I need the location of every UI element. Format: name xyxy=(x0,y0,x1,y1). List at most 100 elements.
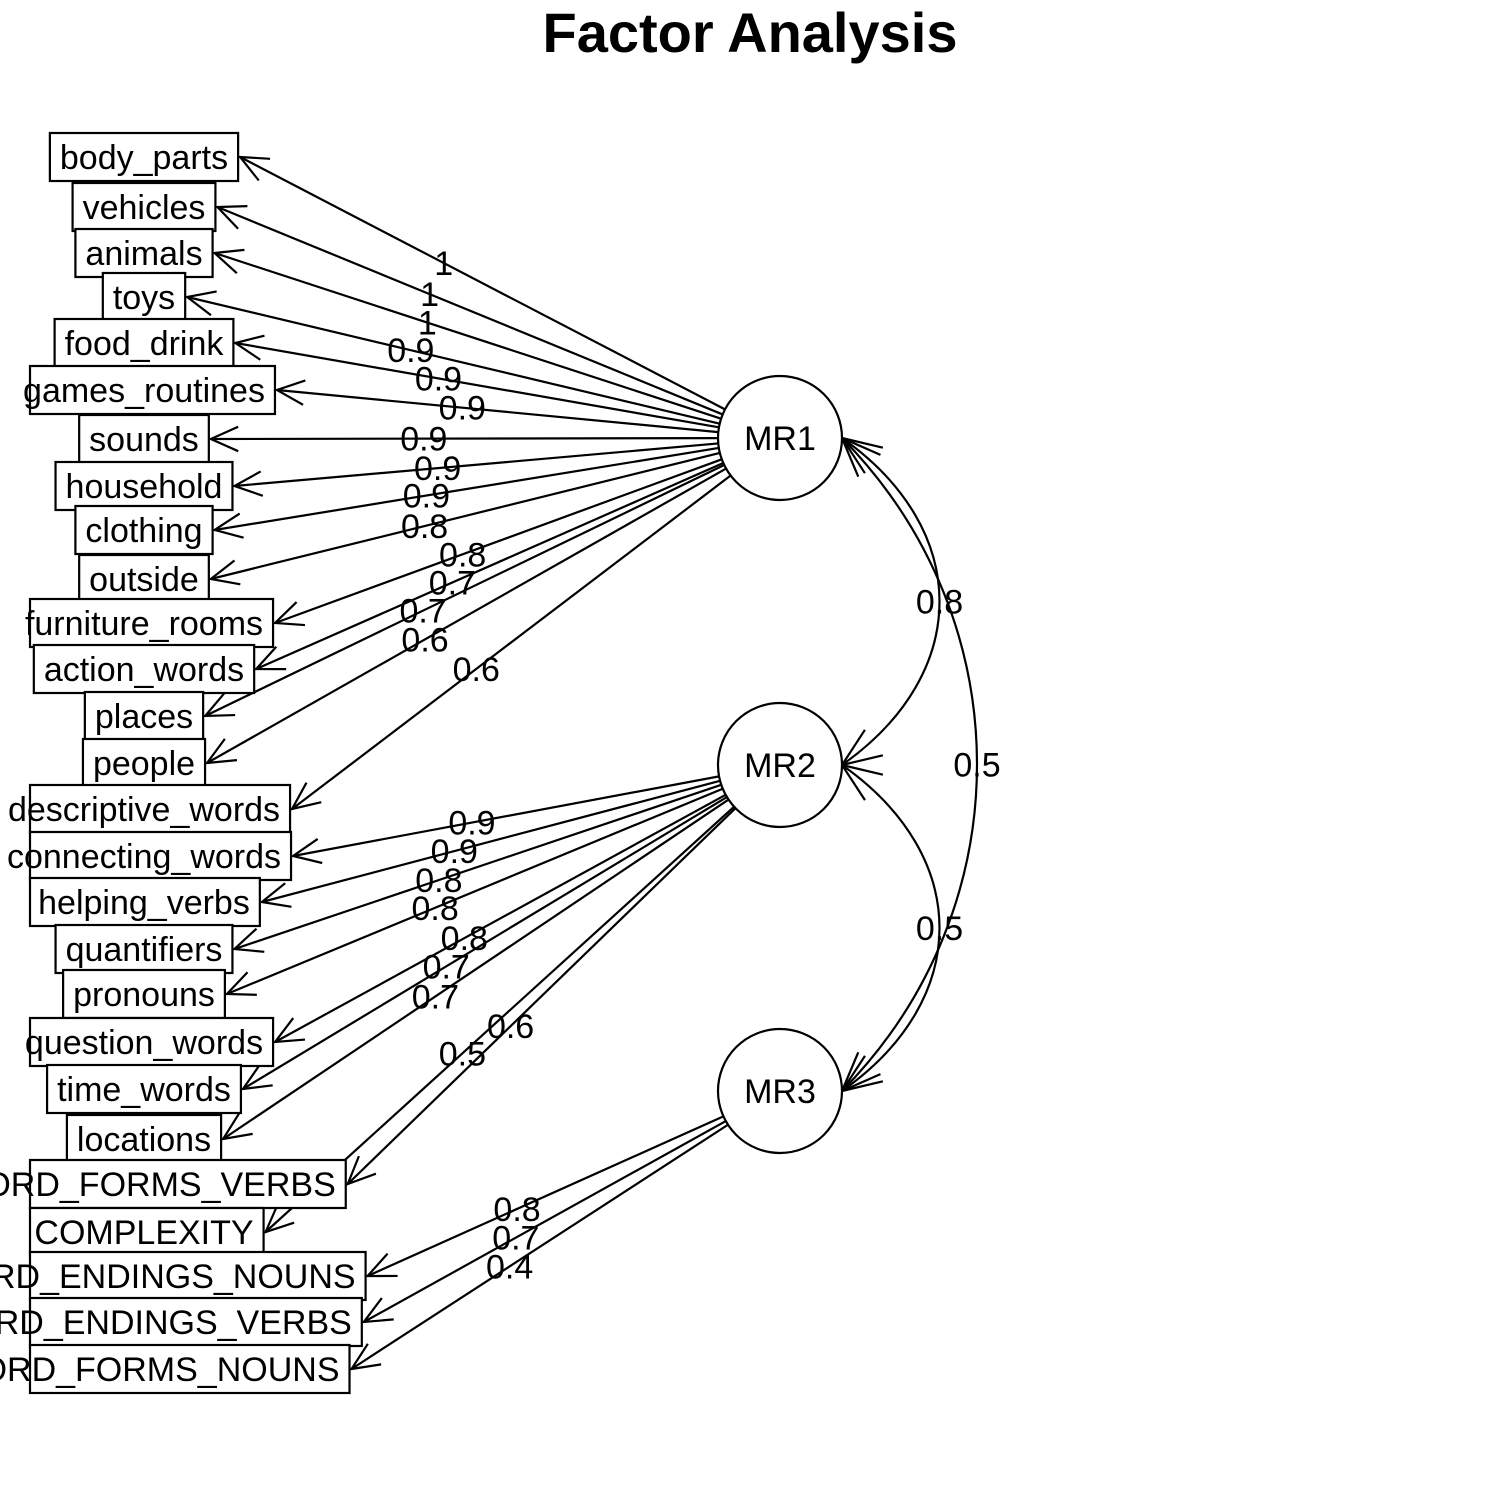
variable-label-word-forms-nouns: WORD_FORMS_NOUNS xyxy=(0,1351,340,1389)
correlation-mr2-mr3-curve xyxy=(841,764,941,1092)
loading-arrowhead-furniture-rooms xyxy=(272,601,306,627)
loading-arrowhead-connecting-words xyxy=(290,838,323,865)
variable-label-action-words: action_words xyxy=(44,651,244,689)
loading-arrow-action-words xyxy=(255,462,724,671)
loading-value-vehicles: 1 xyxy=(420,276,439,314)
loading-value-animals: 1 xyxy=(418,305,437,343)
variable-label-quantifiers: quantifiers xyxy=(66,931,223,969)
variable-box-helping-verbs xyxy=(28,876,261,928)
variable-box-quantifiers xyxy=(54,923,234,975)
variable-label-food-drink: food_drink xyxy=(65,325,225,363)
loading-arrowhead-people xyxy=(204,738,238,765)
loading-value-word-forms-verbs: 0.6 xyxy=(487,1008,534,1046)
loading-arrow-furniture-rooms xyxy=(274,458,723,625)
factor-label-mr1: MR1 xyxy=(744,420,816,458)
variable-box-household xyxy=(54,460,234,512)
variable-box-complexity xyxy=(28,1206,265,1258)
loading-value-household: 0.9 xyxy=(414,450,461,488)
loading-arrowhead-body-parts xyxy=(237,155,271,182)
variable-box-action-words xyxy=(32,643,256,695)
variable-box-food-drink xyxy=(53,317,235,369)
loading-arrowhead-locations xyxy=(220,1112,253,1141)
loading-arrow-food-drink xyxy=(235,341,720,429)
loading-value-complexity: 0.5 xyxy=(439,1035,486,1073)
loading-value-games-routines: 0.9 xyxy=(439,390,486,428)
loading-arrow-people xyxy=(206,467,727,764)
loading-value-sounds: 0.9 xyxy=(400,421,447,459)
loading-arrowhead-clothing xyxy=(211,512,244,539)
variable-box-body-parts xyxy=(48,131,240,183)
variable-label-animals: animals xyxy=(85,235,202,273)
variable-box-pronouns xyxy=(62,968,226,1020)
loading-arrowhead-sounds xyxy=(208,425,239,453)
loading-arrowhead-action-words xyxy=(253,646,287,671)
loading-arrow-games-routines xyxy=(276,388,719,434)
variable-label-word-endings-nouns: WORD_ENDINGS_NOUNS xyxy=(0,1258,356,1296)
loading-arrow-question-words xyxy=(274,793,727,1043)
variable-box-word-endings-nouns xyxy=(28,1250,367,1302)
variable-label-clothing: clothing xyxy=(85,512,202,550)
loading-arrowhead-word-forms-verbs xyxy=(345,1155,377,1186)
variable-label-household: household xyxy=(66,468,223,506)
variable-label-locations: locations xyxy=(77,1121,211,1159)
correlation-mr1-mr3-curve xyxy=(841,437,978,1092)
variable-box-games-routines xyxy=(28,364,277,416)
loading-value-word-endings-nouns: 0.8 xyxy=(493,1191,540,1229)
loading-arrowhead-word-endings-verbs xyxy=(361,1297,394,1324)
loading-arrowhead-complexity xyxy=(263,1204,295,1234)
variable-box-animals xyxy=(74,227,214,279)
loading-value-locations: 0.7 xyxy=(412,978,459,1016)
factor-node-mr3 xyxy=(716,1027,844,1155)
variable-box-places xyxy=(83,690,205,742)
page-title: Factor Analysis xyxy=(543,1,958,64)
correlation-mr1-mr2-curve xyxy=(841,437,941,766)
variable-box-outside xyxy=(78,553,210,605)
loading-arrow-outside xyxy=(210,451,721,581)
loading-arrowhead-vehicles xyxy=(214,204,248,230)
loading-arrow-vehicles xyxy=(217,205,724,416)
variable-box-clothing xyxy=(74,504,214,556)
loading-value-action-words: 0.7 xyxy=(429,564,476,602)
loading-value-question-words: 0.8 xyxy=(441,920,488,958)
loading-value-toys: 0.9 xyxy=(387,332,434,370)
variable-box-locations xyxy=(65,1113,223,1165)
variable-box-vehicles xyxy=(71,181,217,233)
loading-value-quantifiers: 0.8 xyxy=(415,862,462,900)
loading-arrow-toys xyxy=(186,295,720,425)
loading-arrowhead-household xyxy=(231,470,264,497)
loading-arrow-quantifiers xyxy=(234,783,722,951)
variable-label-outside: outside xyxy=(89,561,199,599)
variable-label-games-routines: games_routines xyxy=(23,372,265,410)
loading-arrowhead-descriptive-words xyxy=(289,782,322,811)
loading-arrowhead-question-words xyxy=(272,1017,306,1044)
variable-label-question-words: question_words xyxy=(25,1024,263,1062)
loading-arrow-descriptive-words xyxy=(291,474,732,810)
factor-label-mr3: MR3 xyxy=(744,1073,816,1111)
loading-arrow-clothing xyxy=(214,446,719,532)
correlation-mr2-mr3-value: 0.5 xyxy=(916,910,963,948)
loading-value-outside: 0.8 xyxy=(401,508,448,546)
loading-value-time-words: 0.7 xyxy=(423,948,470,986)
correlation-mr1-mr3-value: 0.5 xyxy=(953,747,1000,785)
variable-label-time-words: time_words xyxy=(57,1071,231,1109)
variable-label-connecting-words: connecting_words xyxy=(7,838,281,876)
factor-node-mr2 xyxy=(716,701,844,829)
loading-arrow-word-forms-nouns xyxy=(350,1123,729,1370)
variable-label-sounds: sounds xyxy=(89,421,199,459)
loading-arrow-time-words xyxy=(242,796,728,1090)
variable-label-vehicles: vehicles xyxy=(83,189,206,227)
loading-value-connecting-words: 0.9 xyxy=(448,805,495,843)
loading-arrow-body-parts xyxy=(239,156,726,411)
variable-box-time-words xyxy=(45,1063,243,1115)
factor-label-mr2: MR2 xyxy=(744,747,816,785)
loading-value-places: 0.7 xyxy=(400,593,447,631)
loading-value-clothing: 0.9 xyxy=(403,478,450,516)
variable-label-toys: toys xyxy=(113,279,175,317)
loading-arrowhead-helping-verbs xyxy=(259,882,292,908)
loading-arrowhead-word-endings-nouns xyxy=(365,1252,398,1278)
loading-arrowhead-food-drink xyxy=(232,334,265,361)
variable-box-word-forms-verbs xyxy=(28,1158,347,1210)
variable-box-word-forms-nouns xyxy=(28,1343,351,1395)
variable-label-word-forms-verbs: WORD_FORMS_VERBS xyxy=(0,1166,336,1204)
loading-value-people: 0.6 xyxy=(401,621,448,659)
